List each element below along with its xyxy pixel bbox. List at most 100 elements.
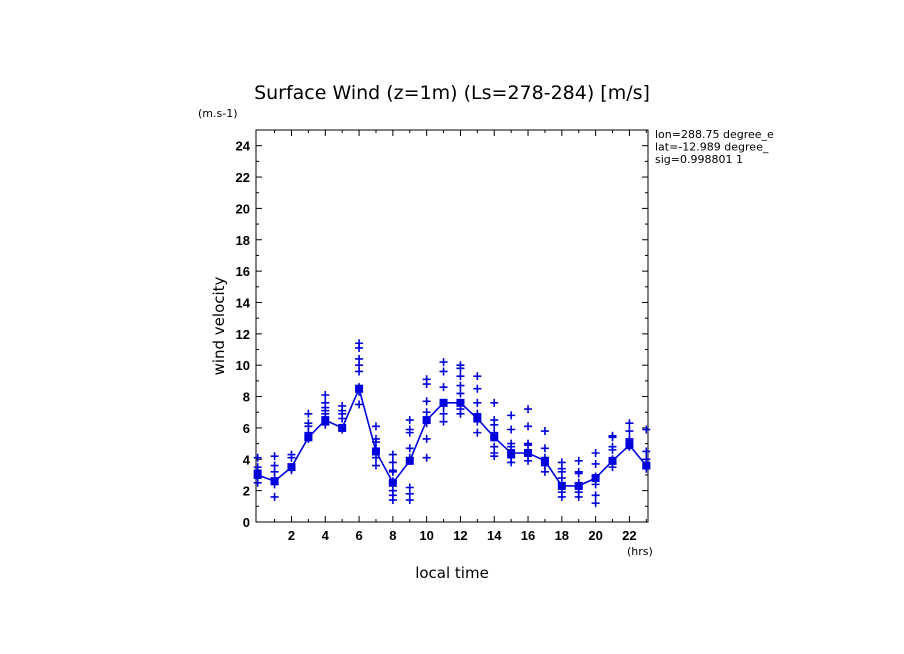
scatter-point (439, 417, 448, 426)
scatter-point (422, 408, 431, 417)
y-tick-label: 10 (236, 358, 250, 373)
y-axis-label: wind velocity (210, 276, 228, 375)
scatter-point (608, 433, 617, 442)
x-tick-label: 20 (588, 528, 602, 543)
x-tick-label: 12 (453, 528, 467, 543)
scatter-point (405, 416, 414, 425)
mean-markers (253, 384, 651, 490)
x-tick-label: 4 (322, 528, 330, 543)
scatter-point (422, 397, 431, 406)
scatter-point (490, 398, 499, 407)
scatter-point (371, 461, 380, 470)
scatter-point (507, 411, 516, 420)
scatter-point (625, 419, 634, 428)
scatter-point (422, 434, 431, 443)
info-line: lon=288.75 degree_e (655, 128, 774, 141)
scatter-point (388, 458, 397, 467)
x-axis-ticks: 2 4 6 8 10 12 14 16 18 20 22 (288, 528, 637, 543)
x-tick-label: 2 (288, 528, 295, 543)
scatter-point (456, 409, 465, 418)
scatter-point (591, 459, 600, 468)
scatter-point (540, 444, 549, 453)
y-tick-label: 16 (236, 264, 250, 279)
scatter-point (642, 425, 651, 434)
scatter-point (625, 427, 634, 436)
scatter-point (388, 496, 397, 505)
scatter-point (490, 452, 499, 461)
y-tick-label: 20 (236, 201, 250, 216)
x-tick-label: 6 (355, 528, 362, 543)
scatter-point (422, 380, 431, 389)
scatter-point (490, 420, 499, 429)
scatter-point (540, 467, 549, 476)
scatter-point (591, 491, 600, 500)
scatter-point (524, 441, 533, 450)
scatter-point (270, 492, 279, 501)
scatter-point (473, 372, 482, 381)
y-tick-label: 0 (243, 515, 250, 530)
scatter-points (253, 339, 651, 508)
info-line: lat=-12.989 degree_ (655, 141, 769, 154)
x-tick-label: 22 (622, 528, 636, 543)
units-label: (m.s-1) (198, 107, 238, 120)
scatter-point (574, 456, 583, 465)
scatter-point (524, 456, 533, 465)
scatter-point (574, 492, 583, 501)
scatter-point (540, 427, 549, 436)
scatter-point (456, 364, 465, 373)
y-tick-label: 14 (236, 295, 251, 310)
x-tick-label: 18 (555, 528, 569, 543)
y-tick-label: 12 (236, 327, 250, 342)
scatter-point (439, 409, 448, 418)
scatter-point (507, 425, 516, 434)
scatter-point (355, 400, 364, 409)
mean-point (253, 470, 262, 479)
scatter-point (355, 343, 364, 352)
x-tick-label: 8 (389, 528, 396, 543)
scatter-point (439, 367, 448, 376)
scatter-point (591, 449, 600, 458)
scatter-point (473, 398, 482, 407)
scatter-point (270, 452, 279, 461)
scatter-point (642, 447, 651, 456)
scatter-point (405, 444, 414, 453)
plot-frame (255, 129, 649, 523)
scatter-point (473, 428, 482, 437)
scatter-point (405, 428, 414, 437)
info-line: sig=0.998801 1 (655, 153, 743, 166)
scatter-point (321, 390, 330, 399)
scatter-point (422, 453, 431, 462)
scatter-point (253, 453, 262, 462)
y-tick-label: 2 (243, 484, 250, 499)
scatter-point (439, 358, 448, 367)
scatter-point (287, 453, 296, 462)
scatter-point (507, 458, 516, 467)
y-tick-label: 24 (236, 139, 251, 154)
scatter-point (473, 384, 482, 393)
scatter-point (456, 389, 465, 398)
x-tick-label: 10 (419, 528, 433, 543)
scatter-point (439, 383, 448, 392)
x-tick-label: 14 (487, 528, 502, 543)
y-tick-label: 8 (243, 390, 250, 405)
scatter-point (608, 445, 617, 454)
scatter-point (371, 422, 380, 431)
scatter-point (524, 422, 533, 431)
y-tick-label: 6 (243, 421, 250, 436)
scatter-point (304, 409, 313, 418)
x-tick-label: 16 (521, 528, 535, 543)
scatter-point (338, 414, 347, 423)
scatter-point (591, 499, 600, 508)
mean-line (257, 386, 647, 487)
scatter-point (388, 467, 397, 476)
scatter-point (557, 492, 566, 501)
x-axis-label: local time (415, 564, 489, 582)
x-unit-label: (hrs) (627, 545, 653, 558)
scatter-point (524, 405, 533, 414)
scatter-point (456, 381, 465, 390)
scatter-point (405, 496, 414, 505)
scatter-point (388, 450, 397, 459)
scatter-point (456, 372, 465, 381)
